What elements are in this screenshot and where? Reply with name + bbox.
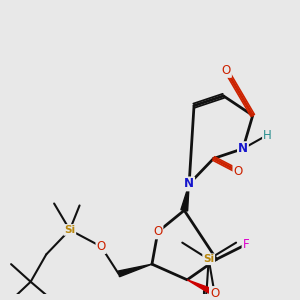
Text: N: N xyxy=(238,142,248,155)
Polygon shape xyxy=(181,184,189,211)
Text: O: O xyxy=(222,64,231,77)
Text: O: O xyxy=(233,165,243,178)
Text: O: O xyxy=(97,240,106,253)
Text: O: O xyxy=(210,287,219,300)
Text: H: H xyxy=(263,128,272,142)
Polygon shape xyxy=(187,280,213,294)
Text: Si: Si xyxy=(64,225,75,235)
Text: Si: Si xyxy=(203,254,214,264)
Polygon shape xyxy=(118,264,152,277)
Text: F: F xyxy=(243,238,249,251)
Text: N: N xyxy=(184,177,194,190)
Text: O: O xyxy=(153,225,163,239)
